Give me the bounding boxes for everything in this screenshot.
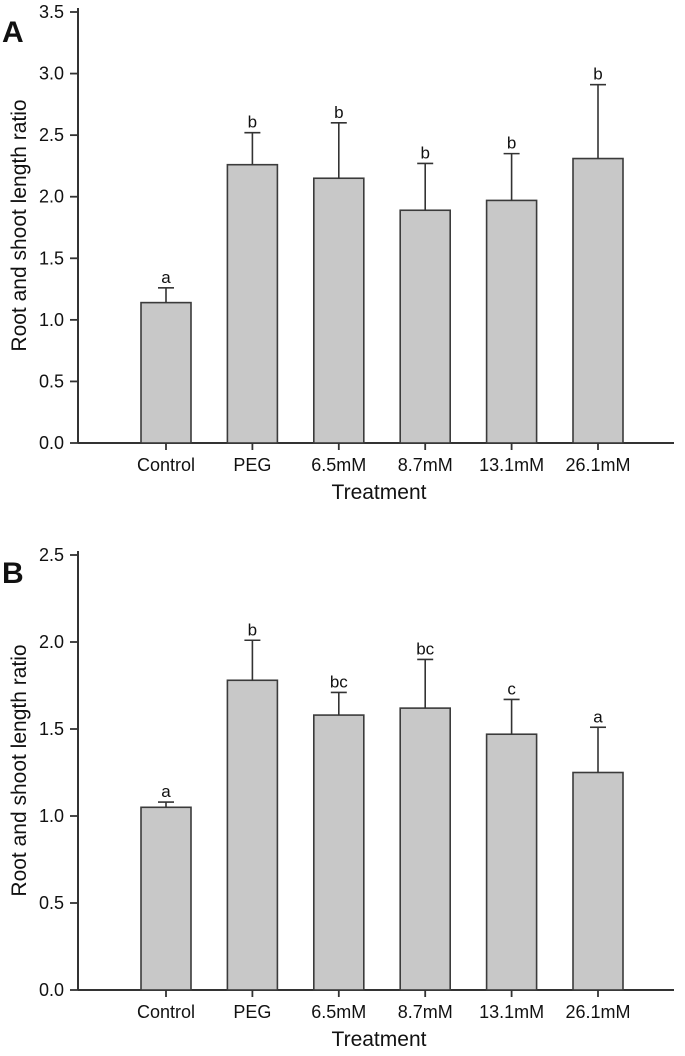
x-tick-label: Control xyxy=(137,455,195,475)
panel-b-chart: B 0.0 0.5 1.0 1.5 2.0 2.5 a Control b PEG bc 6.5mM bc… xyxy=(2,545,674,1051)
bar xyxy=(140,301,192,444)
significance-letter: b xyxy=(420,143,429,162)
significance-letter: bc xyxy=(330,672,348,691)
significance-letter: b xyxy=(334,103,343,122)
y-tick-label: 2.0 xyxy=(39,187,64,207)
x-tick-label: 13.1mM xyxy=(479,1002,544,1022)
y-tick-label: 1.0 xyxy=(39,806,64,826)
bar xyxy=(140,806,192,991)
y-tick-label: 1.0 xyxy=(39,310,64,330)
significance-letter: b xyxy=(248,620,257,639)
y-tick-label: 1.5 xyxy=(39,719,64,739)
x-tick-label: 6.5mM xyxy=(311,1002,366,1022)
y-tick-label: 0.0 xyxy=(39,980,64,1000)
y-tick-label: 0.5 xyxy=(39,893,64,913)
bar xyxy=(572,771,624,991)
y-tick-label: 2.0 xyxy=(39,632,64,652)
bar xyxy=(226,679,279,991)
significance-letter: a xyxy=(161,782,171,801)
panel-a-chart: A 0.0 0.5 1.0 1.5 2.0 2.5 3.0 3.5 a Control b PEG b 6.… xyxy=(2,2,674,504)
x-tick-label: 8.7mM xyxy=(398,1002,453,1022)
panel-label: A xyxy=(2,16,24,49)
bar xyxy=(485,733,538,991)
significance-letter: a xyxy=(593,707,603,726)
y-tick-label: 1.5 xyxy=(39,248,64,268)
x-tick-label: PEG xyxy=(233,455,271,475)
bar xyxy=(572,157,624,444)
significance-letter: a xyxy=(161,268,171,287)
x-axis-title: Treatment xyxy=(332,481,427,504)
bar xyxy=(312,714,365,991)
x-tick-label: 13.1mM xyxy=(479,455,544,475)
significance-letter: c xyxy=(507,679,516,698)
x-tick-label: 6.5mM xyxy=(311,455,366,475)
y-axis-title: Root and shoot length ratio xyxy=(8,644,31,896)
y-tick-label: 3.0 xyxy=(39,64,64,84)
bar xyxy=(399,209,452,444)
bar xyxy=(399,707,452,991)
y-tick-label: 3.5 xyxy=(39,2,64,22)
y-tick-label: 0.5 xyxy=(39,371,64,391)
panel-label: B xyxy=(2,557,24,590)
bar xyxy=(485,199,538,444)
significance-letter: b xyxy=(507,134,516,153)
significance-letter: b xyxy=(248,113,257,132)
x-tick-label: Control xyxy=(137,1002,195,1022)
x-tick-label: PEG xyxy=(233,1002,271,1022)
significance-letter: b xyxy=(593,65,602,84)
x-axis-title: Treatment xyxy=(332,1028,427,1051)
y-tick-label: 2.5 xyxy=(39,545,64,565)
x-tick-label: 8.7mM xyxy=(398,455,453,475)
y-tick-label: 0.0 xyxy=(39,433,64,453)
x-tick-label: 26.1mM xyxy=(565,1002,630,1022)
y-tick-label: 2.5 xyxy=(39,125,64,145)
x-tick-label: 26.1mM xyxy=(565,455,630,475)
bar xyxy=(312,177,365,444)
bar xyxy=(226,163,279,444)
y-axis-title: Root and shoot length ratio xyxy=(8,99,31,351)
significance-letter: bc xyxy=(416,639,434,658)
